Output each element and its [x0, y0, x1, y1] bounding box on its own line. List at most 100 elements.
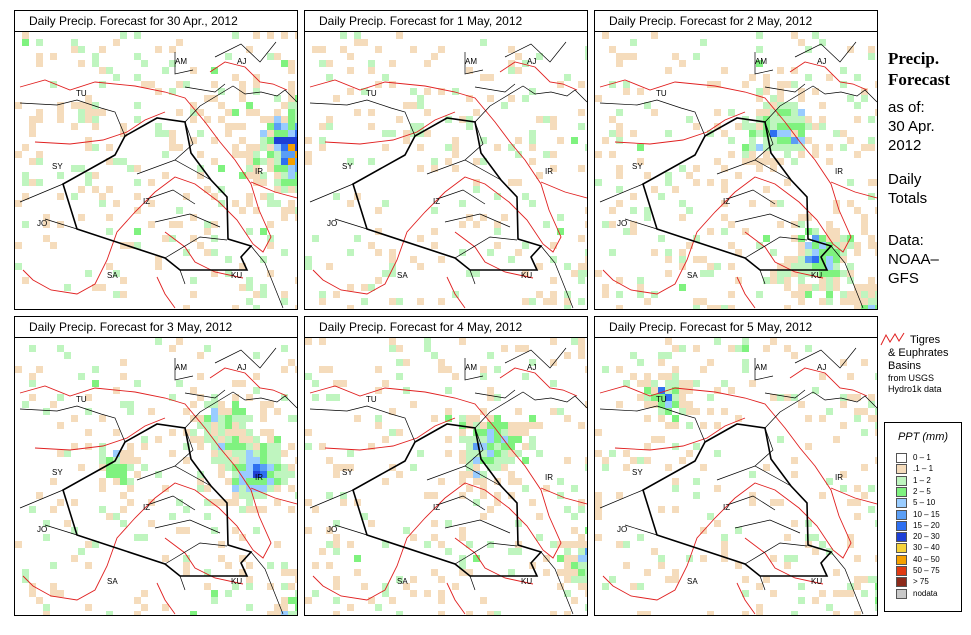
- admin-border: [154, 519, 221, 534]
- admin-border: [599, 489, 644, 509]
- precip-map: AM AJ TU SY IR IZ JO SA KU: [305, 32, 587, 309]
- admin-border: [454, 542, 518, 565]
- admin-border: [174, 358, 194, 381]
- country-label-sy: SY: [52, 468, 63, 477]
- country-label-ir: IR: [545, 167, 553, 176]
- admin-border: [454, 236, 518, 259]
- as-of-date: 30 Apr.: [888, 118, 935, 135]
- admin-border: [426, 159, 502, 181]
- admin-border: [759, 269, 766, 285]
- legend-swatch: [896, 554, 907, 565]
- country-label-aj: AJ: [527, 363, 536, 372]
- basin-outline-icon: [880, 332, 905, 346]
- admin-border: [474, 389, 516, 399]
- admin-border: [124, 391, 297, 443]
- country-label-ku: KU: [231, 577, 242, 586]
- country-label-iz: IZ: [143, 197, 150, 206]
- admin-border: [734, 213, 801, 228]
- precip-map: AM AJ TU SY IR IZ JO SA KU: [305, 338, 587, 615]
- legend-swatch: [896, 588, 907, 599]
- admin-border: [414, 391, 587, 443]
- admin-border: [504, 41, 567, 63]
- country-label-am: AM: [465, 363, 477, 372]
- legend-swatch: [896, 577, 907, 588]
- admin-border: [540, 551, 574, 615]
- basin-key-line: & Euphrates: [888, 347, 949, 359]
- country-label-jo: JO: [327, 219, 337, 228]
- country-label-ku: KU: [521, 271, 532, 280]
- admin-border: [334, 524, 368, 536]
- basin-outline: [454, 537, 534, 585]
- admin-border: [250, 551, 284, 615]
- country-label-jo: JO: [37, 525, 47, 534]
- basin-outline: [164, 537, 244, 585]
- admin-border: [19, 99, 126, 185]
- country-label-tu: TU: [76, 395, 87, 404]
- country-label-jo: JO: [617, 219, 627, 228]
- country-label-jo: JO: [37, 219, 47, 228]
- country-label-ir: IR: [835, 473, 843, 482]
- admin-border: [439, 495, 486, 511]
- basin-outline: [830, 181, 877, 199]
- admin-border: [704, 391, 877, 443]
- legend-label: 1 – 2: [913, 475, 931, 485]
- admin-border: [184, 389, 226, 399]
- admin-border: [830, 245, 864, 309]
- admin-border: [729, 495, 776, 511]
- forecast-panel-3: Daily Precip. Forecast for 3 May, 2012 A…: [14, 316, 298, 616]
- admin-border: [250, 245, 284, 309]
- basin-outline: [34, 417, 166, 451]
- admin-border: [214, 347, 277, 369]
- precip-grid: [15, 32, 297, 309]
- legend-swatch: [896, 464, 907, 475]
- iraq-border: [642, 423, 833, 577]
- legend-label: 0 – 1: [913, 453, 931, 462]
- country-label-am: AM: [465, 57, 477, 66]
- legend-label: 15 – 20: [913, 520, 940, 530]
- legend-label: 5 – 10: [913, 498, 936, 508]
- admin-border: [444, 519, 511, 534]
- as-of-year: 2012: [888, 137, 922, 154]
- admin-border: [464, 358, 484, 381]
- basin-key-line: Tigres: [910, 334, 941, 346]
- basin-outline: [830, 487, 877, 505]
- admin-border: [464, 121, 484, 161]
- country-label-aj: AJ: [527, 57, 536, 66]
- basin-outline: [446, 276, 466, 309]
- admin-border: [794, 347, 857, 369]
- precip-map: AM AJ TU SY IR IZ JO SA KU: [15, 338, 297, 615]
- country-label-aj: AJ: [237, 363, 246, 372]
- basin-key: Tigres & Euphrates Basins from USGS Hydr…: [888, 334, 949, 395]
- admin-border: [599, 183, 644, 203]
- panel-title: Daily Precip. Forecast for 30 Apr., 2012: [15, 11, 297, 32]
- admin-border: [334, 218, 368, 230]
- data-source-line: Data:: [888, 232, 924, 249]
- forecast-panel-4: Daily Precip. Forecast for 4 May, 2012 A…: [304, 316, 588, 616]
- admin-border: [174, 52, 194, 75]
- basin-outline: [614, 111, 746, 145]
- basin-outline: [309, 79, 562, 295]
- admin-border: [464, 427, 484, 467]
- legend-label: .1 – 1: [913, 464, 934, 474]
- country-label-sa: SA: [397, 577, 408, 586]
- admin-border: [309, 489, 354, 509]
- basin-outline: [499, 61, 578, 91]
- legend-label: 30 – 40: [913, 543, 940, 553]
- admin-border: [124, 85, 297, 137]
- country-label-ku: KU: [231, 271, 242, 280]
- basin-outline: [599, 385, 852, 601]
- country-label-ir: IR: [255, 167, 263, 176]
- totals-block: Daily Totals: [888, 170, 927, 208]
- country-label-iz: IZ: [723, 503, 730, 512]
- side-title-line: Precip.: [888, 49, 940, 68]
- data-source-line: GFS: [888, 270, 919, 287]
- country-label-iz: IZ: [723, 197, 730, 206]
- basin-outline: [540, 487, 587, 505]
- admin-border: [754, 121, 774, 161]
- panel-title: Daily Precip. Forecast for 2 May, 2012: [595, 11, 877, 32]
- admin-border: [19, 489, 64, 509]
- admin-border: [729, 189, 776, 205]
- basin-outline: [614, 417, 746, 451]
- admin-border: [309, 405, 416, 491]
- basin-key-line: Basins: [888, 360, 922, 372]
